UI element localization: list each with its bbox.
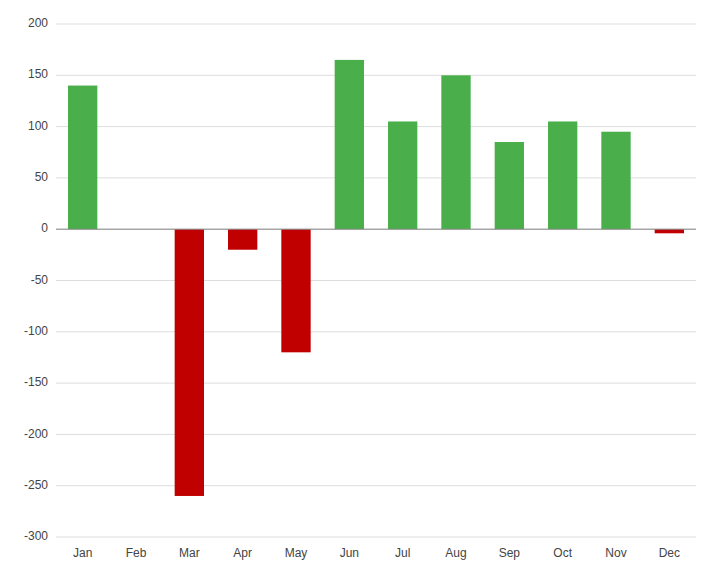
grid-line xyxy=(56,434,696,435)
y-tick-label: -50 xyxy=(31,273,49,287)
x-tick-label: Oct xyxy=(553,546,572,560)
y-tick-label: 200 xyxy=(28,16,48,30)
bar xyxy=(441,75,470,229)
bar xyxy=(175,229,204,496)
y-tick-label: -300 xyxy=(24,529,48,543)
x-tick-label: Dec xyxy=(659,546,680,560)
grid-line xyxy=(56,24,696,25)
x-tick-label: May xyxy=(285,546,308,560)
grid xyxy=(56,24,696,537)
y-tick-label: 50 xyxy=(35,170,49,184)
y-axis: -300 -250 -200 -150 -100 -50 0 50 100 150 200 xyxy=(24,16,48,543)
grid-line xyxy=(56,331,696,332)
grid-line xyxy=(56,75,696,76)
y-tick-label: -100 xyxy=(24,324,48,338)
grid-line xyxy=(56,537,696,538)
x-axis: Jan Feb Mar Apr May Jun Jul Aug Sep Oct Nov Dec xyxy=(73,546,680,560)
x-tick-label: Mar xyxy=(179,546,200,560)
y-tick-label: -200 xyxy=(24,427,48,441)
bar xyxy=(228,229,257,250)
grid-line xyxy=(56,280,696,281)
chart-svg: -300 -250 -200 -150 -100 -50 0 50 100 150 200 Jan Fe… xyxy=(0,0,720,581)
x-tick-label: Sep xyxy=(499,546,521,560)
grid-line xyxy=(56,177,696,178)
zero-line xyxy=(56,229,696,230)
bar xyxy=(655,229,684,233)
grid-line xyxy=(56,229,696,230)
x-tick-label: Apr xyxy=(233,546,252,560)
x-tick-label: Feb xyxy=(126,546,147,560)
y-tick-label: -250 xyxy=(24,478,48,492)
chart-container: -300 -250 -200 -150 -100 -50 0 50 100 150 200 Jan Fe… xyxy=(0,0,720,581)
y-tick-label: 150 xyxy=(28,67,48,81)
bar xyxy=(548,121,577,229)
bar xyxy=(281,229,310,352)
x-tick-label: Jul xyxy=(395,546,410,560)
y-tick-label: -150 xyxy=(24,375,48,389)
grid-line xyxy=(56,126,696,127)
grid-line xyxy=(56,485,696,486)
y-tick-label: 0 xyxy=(41,221,48,235)
bar xyxy=(68,86,97,230)
bars xyxy=(68,60,684,496)
x-tick-label: Jan xyxy=(73,546,92,560)
x-tick-label: Nov xyxy=(605,546,626,560)
bar xyxy=(601,132,630,229)
x-tick-label: Aug xyxy=(445,546,466,560)
bar xyxy=(388,121,417,229)
x-tick-label: Jun xyxy=(340,546,359,560)
bar xyxy=(495,142,524,229)
y-tick-label: 100 xyxy=(28,119,48,133)
bar xyxy=(335,60,364,229)
grid-line xyxy=(56,383,696,384)
